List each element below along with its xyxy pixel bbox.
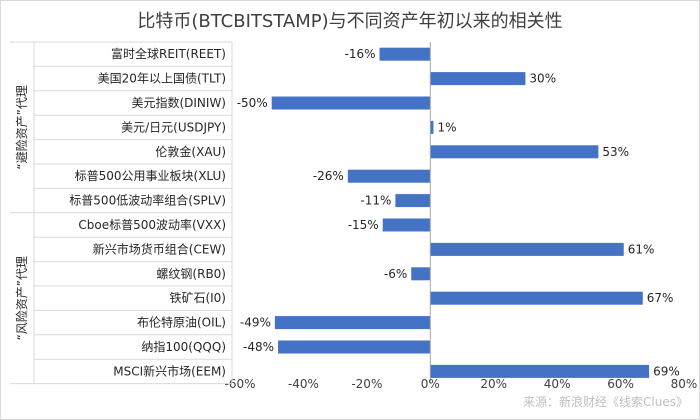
category-label: 螺纹钢(RB0) bbox=[156, 267, 226, 281]
data-label: 67% bbox=[647, 291, 674, 305]
data-label: 1% bbox=[437, 120, 456, 134]
category-label: 美元/日元(USDJPY) bbox=[121, 120, 226, 134]
bar bbox=[379, 47, 431, 61]
category-label: 美元指数(DINIW) bbox=[131, 95, 226, 110]
chart-title: 比特币(BTCBITSTAMP)与不同资产年初以来的相关性 bbox=[137, 11, 562, 32]
data-label: -26% bbox=[313, 169, 344, 183]
data-label: -50% bbox=[237, 96, 268, 110]
bar bbox=[347, 169, 431, 183]
data-label: -16% bbox=[345, 47, 376, 61]
data-label: 53% bbox=[602, 145, 629, 159]
category-label: 标普500低波动率组合(SPLV) bbox=[69, 193, 226, 208]
bar bbox=[271, 96, 431, 110]
x-tick-label: 80% bbox=[671, 377, 698, 391]
category-label: 富时全球REIT(REET) bbox=[111, 46, 226, 61]
source-note: 来源：新浪财经《线索Clues》 bbox=[523, 394, 688, 409]
category-label: 布伦特原油(OIL) bbox=[137, 315, 226, 330]
bar bbox=[395, 194, 431, 208]
x-tick-label: -40% bbox=[288, 377, 319, 391]
data-label: 69% bbox=[653, 364, 680, 378]
category-label: 新兴市场货币组合(CEW) bbox=[93, 241, 226, 256]
x-tick-label: 0% bbox=[421, 377, 440, 391]
bar bbox=[430, 120, 434, 134]
bar bbox=[430, 242, 624, 256]
data-label: -15% bbox=[348, 218, 379, 232]
category-label: 纳指100(QQQ) bbox=[141, 339, 226, 354]
category-label: 铁矿石(I0) bbox=[169, 291, 226, 305]
bar bbox=[430, 145, 599, 159]
bar bbox=[411, 267, 431, 281]
data-label: -11% bbox=[360, 194, 391, 208]
x-tick-label: 60% bbox=[607, 377, 634, 391]
bar bbox=[274, 316, 431, 330]
x-tick-label: -20% bbox=[351, 377, 382, 391]
data-label: 61% bbox=[628, 242, 655, 256]
x-tick-label: 40% bbox=[544, 377, 571, 391]
category-label: 标普500公用事业板块(XLU) bbox=[75, 169, 226, 183]
group-label: “风险资产”代理 bbox=[14, 256, 29, 340]
category-label: MSCI新兴市场(EEM) bbox=[113, 363, 226, 378]
category-label: 伦敦金(XAU) bbox=[155, 144, 226, 159]
bar bbox=[278, 340, 431, 354]
bar bbox=[382, 218, 431, 232]
data-label: -49% bbox=[240, 316, 271, 330]
group-label: “避险资产”代理 bbox=[14, 85, 29, 169]
category-label: Cboe标普500波动率(VXX) bbox=[78, 217, 226, 232]
bar bbox=[430, 364, 650, 378]
bar bbox=[430, 291, 643, 305]
bar bbox=[430, 72, 526, 86]
data-label: -48% bbox=[243, 340, 274, 354]
data-label: 30% bbox=[529, 72, 556, 86]
x-tick-label: 20% bbox=[480, 377, 507, 391]
category-label: 美国20年以上国债(TLT) bbox=[98, 72, 226, 86]
data-label: -6% bbox=[384, 267, 407, 281]
